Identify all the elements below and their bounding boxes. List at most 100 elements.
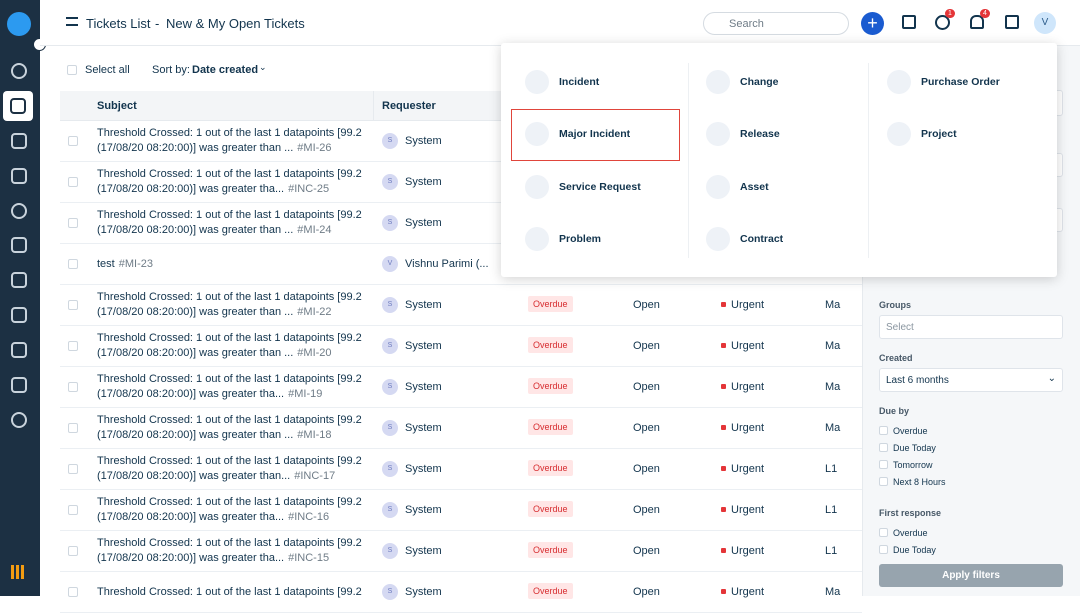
filter-option[interactable]: Due Today xyxy=(893,443,936,453)
menu-item[interactable]: Change xyxy=(740,76,779,88)
filter-checkbox[interactable] xyxy=(879,426,888,435)
created-select[interactable]: Last 6 months ⌄ xyxy=(879,368,1063,392)
icon[interactable] xyxy=(1005,15,1019,29)
select-all-checkbox[interactable] xyxy=(67,65,77,75)
row-checkbox[interactable] xyxy=(68,505,78,515)
search-box[interactable]: Search xyxy=(703,12,849,35)
menu-icon[interactable] xyxy=(525,122,549,146)
row-checkbox[interactable] xyxy=(68,341,78,351)
priority[interactable]: Urgent xyxy=(731,586,765,598)
ticket-row[interactable]: Threshold Crossed: 1 out of the last 1 d… xyxy=(60,285,862,326)
ticket-row[interactable]: Threshold Crossed: 1 out of the last 1 d… xyxy=(60,203,862,244)
subject[interactable]: test #MI-23 xyxy=(97,257,153,272)
menu-icon[interactable] xyxy=(887,70,911,94)
priority[interactable]: Urgent xyxy=(731,381,765,393)
user-avatar[interactable]: V xyxy=(1034,12,1056,34)
menu-icon[interactable] xyxy=(66,17,78,26)
menu-item[interactable]: Asset xyxy=(740,181,769,193)
notification-icon[interactable] xyxy=(970,15,984,29)
menu-item[interactable]: Project xyxy=(921,128,957,140)
logo[interactable] xyxy=(7,12,31,36)
row-checkbox[interactable] xyxy=(68,546,78,556)
priority[interactable]: Urgent xyxy=(731,299,765,311)
icon[interactable] xyxy=(902,15,916,29)
apply-button[interactable]: Apply filters xyxy=(879,564,1063,587)
filter-checkbox[interactable] xyxy=(879,545,888,554)
menu-icon[interactable] xyxy=(525,175,549,199)
apps-icon[interactable] xyxy=(11,565,25,579)
filter-option[interactable]: Tomorrow xyxy=(893,460,933,470)
subject[interactable]: Threshold Crossed: 1 out of the last 1 d… xyxy=(97,495,362,525)
menu-icon[interactable] xyxy=(887,122,911,146)
new-button[interactable]: + xyxy=(861,12,884,35)
state[interactable]: Open xyxy=(633,381,660,393)
priority[interactable]: Urgent xyxy=(731,340,765,352)
state[interactable]: Open xyxy=(633,422,660,434)
filter-option[interactable]: Due Today xyxy=(893,545,936,555)
subject[interactable]: Threshold Crossed: 1 out of the last 1 d… xyxy=(97,290,362,320)
groups-select[interactable]: Select xyxy=(879,315,1063,339)
nav-icon[interactable] xyxy=(11,63,27,79)
priority[interactable]: Urgent xyxy=(731,463,765,475)
ticket-row[interactable]: Threshold Crossed: 1 out of the last 1 d… xyxy=(60,449,862,490)
menu-icon[interactable] xyxy=(525,70,549,94)
subject[interactable]: Threshold Crossed: 1 out of the last 1 d… xyxy=(97,372,362,402)
nav-icon[interactable] xyxy=(11,133,27,149)
row-checkbox[interactable] xyxy=(68,423,78,433)
subject[interactable]: Threshold Crossed: 1 out of the last 1 d… xyxy=(97,126,362,156)
row-checkbox[interactable] xyxy=(68,464,78,474)
menu-icon[interactable] xyxy=(706,122,730,146)
nav-icon[interactable] xyxy=(11,203,27,219)
subject[interactable]: Threshold Crossed: 1 out of the last 1 d… xyxy=(97,208,362,238)
ticket-row[interactable]: Threshold Crossed: 1 out of the last 1 d… xyxy=(60,572,862,613)
menu-item[interactable]: Contract xyxy=(740,233,784,245)
nav-icon[interactable] xyxy=(11,412,27,428)
ticket-row[interactable]: Threshold Crossed: 1 out of the last 1 d… xyxy=(60,121,862,162)
ticket-row[interactable]: Threshold Crossed: 1 out of the last 1 d… xyxy=(60,367,862,408)
menu-item[interactable]: Purchase Order xyxy=(921,76,1000,88)
help-icon[interactable] xyxy=(935,15,950,30)
subject[interactable]: Threshold Crossed: 1 out of the last 1 d… xyxy=(97,331,362,361)
row-checkbox[interactable] xyxy=(68,136,78,146)
row-checkbox[interactable] xyxy=(68,177,78,187)
filter-checkbox[interactable] xyxy=(879,460,888,469)
ticket-row[interactable]: test #MI-23 V Vishnu Parimi (... xyxy=(60,244,862,285)
nav-active[interactable] xyxy=(3,91,33,121)
row-checkbox[interactable] xyxy=(68,300,78,310)
menu-item[interactable]: Service Request xyxy=(559,181,641,193)
filter-option[interactable]: Next 8 Hours xyxy=(893,477,946,487)
subject[interactable]: Threshold Crossed: 1 out of the last 1 d… xyxy=(97,167,362,197)
ticket-row[interactable]: Threshold Crossed: 1 out of the last 1 d… xyxy=(60,326,862,367)
row-checkbox[interactable] xyxy=(68,218,78,228)
filter-checkbox[interactable] xyxy=(879,477,888,486)
filter-checkbox[interactable] xyxy=(879,528,888,537)
row-checkbox[interactable] xyxy=(68,259,78,269)
state[interactable]: Open xyxy=(633,340,660,352)
sort-caret[interactable]: ⌄ xyxy=(259,62,267,72)
nav-icon[interactable] xyxy=(11,237,27,253)
filter-option[interactable]: Overdue xyxy=(893,528,928,538)
state[interactable]: Open xyxy=(633,586,660,598)
subject[interactable]: Threshold Crossed: 1 out of the last 1 d… xyxy=(97,585,362,600)
nav-icon[interactable] xyxy=(11,272,27,288)
menu-item[interactable]: Incident xyxy=(559,76,600,88)
priority[interactable]: Urgent xyxy=(731,422,765,434)
subject[interactable]: Threshold Crossed: 1 out of the last 1 d… xyxy=(97,454,362,484)
view-name[interactable]: New & My Open Tickets xyxy=(166,16,305,31)
sort-value[interactable]: Date created xyxy=(192,64,259,76)
nav-icon[interactable] xyxy=(11,342,27,358)
ticket-row[interactable]: Threshold Crossed: 1 out of the last 1 d… xyxy=(60,162,862,203)
ticket-row[interactable]: Threshold Crossed: 1 out of the last 1 d… xyxy=(60,490,862,531)
nav-icon[interactable] xyxy=(10,98,26,114)
ticket-row[interactable]: Threshold Crossed: 1 out of the last 1 d… xyxy=(60,408,862,449)
filter-checkbox[interactable] xyxy=(879,443,888,452)
priority[interactable]: Urgent xyxy=(731,504,765,516)
subject[interactable]: Threshold Crossed: 1 out of the last 1 d… xyxy=(97,413,362,443)
filter-option[interactable]: Overdue xyxy=(893,426,928,436)
menu-item[interactable]: Major Incident xyxy=(559,128,631,140)
row-checkbox[interactable] xyxy=(68,382,78,392)
nav-icon[interactable] xyxy=(11,307,27,323)
menu-icon[interactable] xyxy=(706,70,730,94)
state[interactable]: Open xyxy=(633,299,660,311)
nav-icon[interactable] xyxy=(11,377,27,393)
